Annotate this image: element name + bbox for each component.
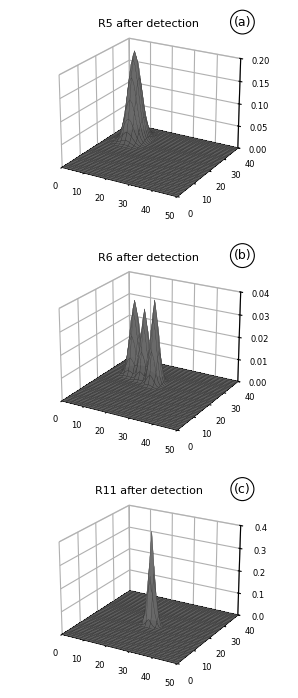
Title: R11 after detection: R11 after detection [95,487,203,496]
Text: (a): (a) [234,15,251,29]
Title: R6 after detection: R6 after detection [99,253,199,263]
Title: R5 after detection: R5 after detection [99,20,199,29]
Text: (b): (b) [234,249,251,262]
Text: (c): (c) [234,482,251,496]
